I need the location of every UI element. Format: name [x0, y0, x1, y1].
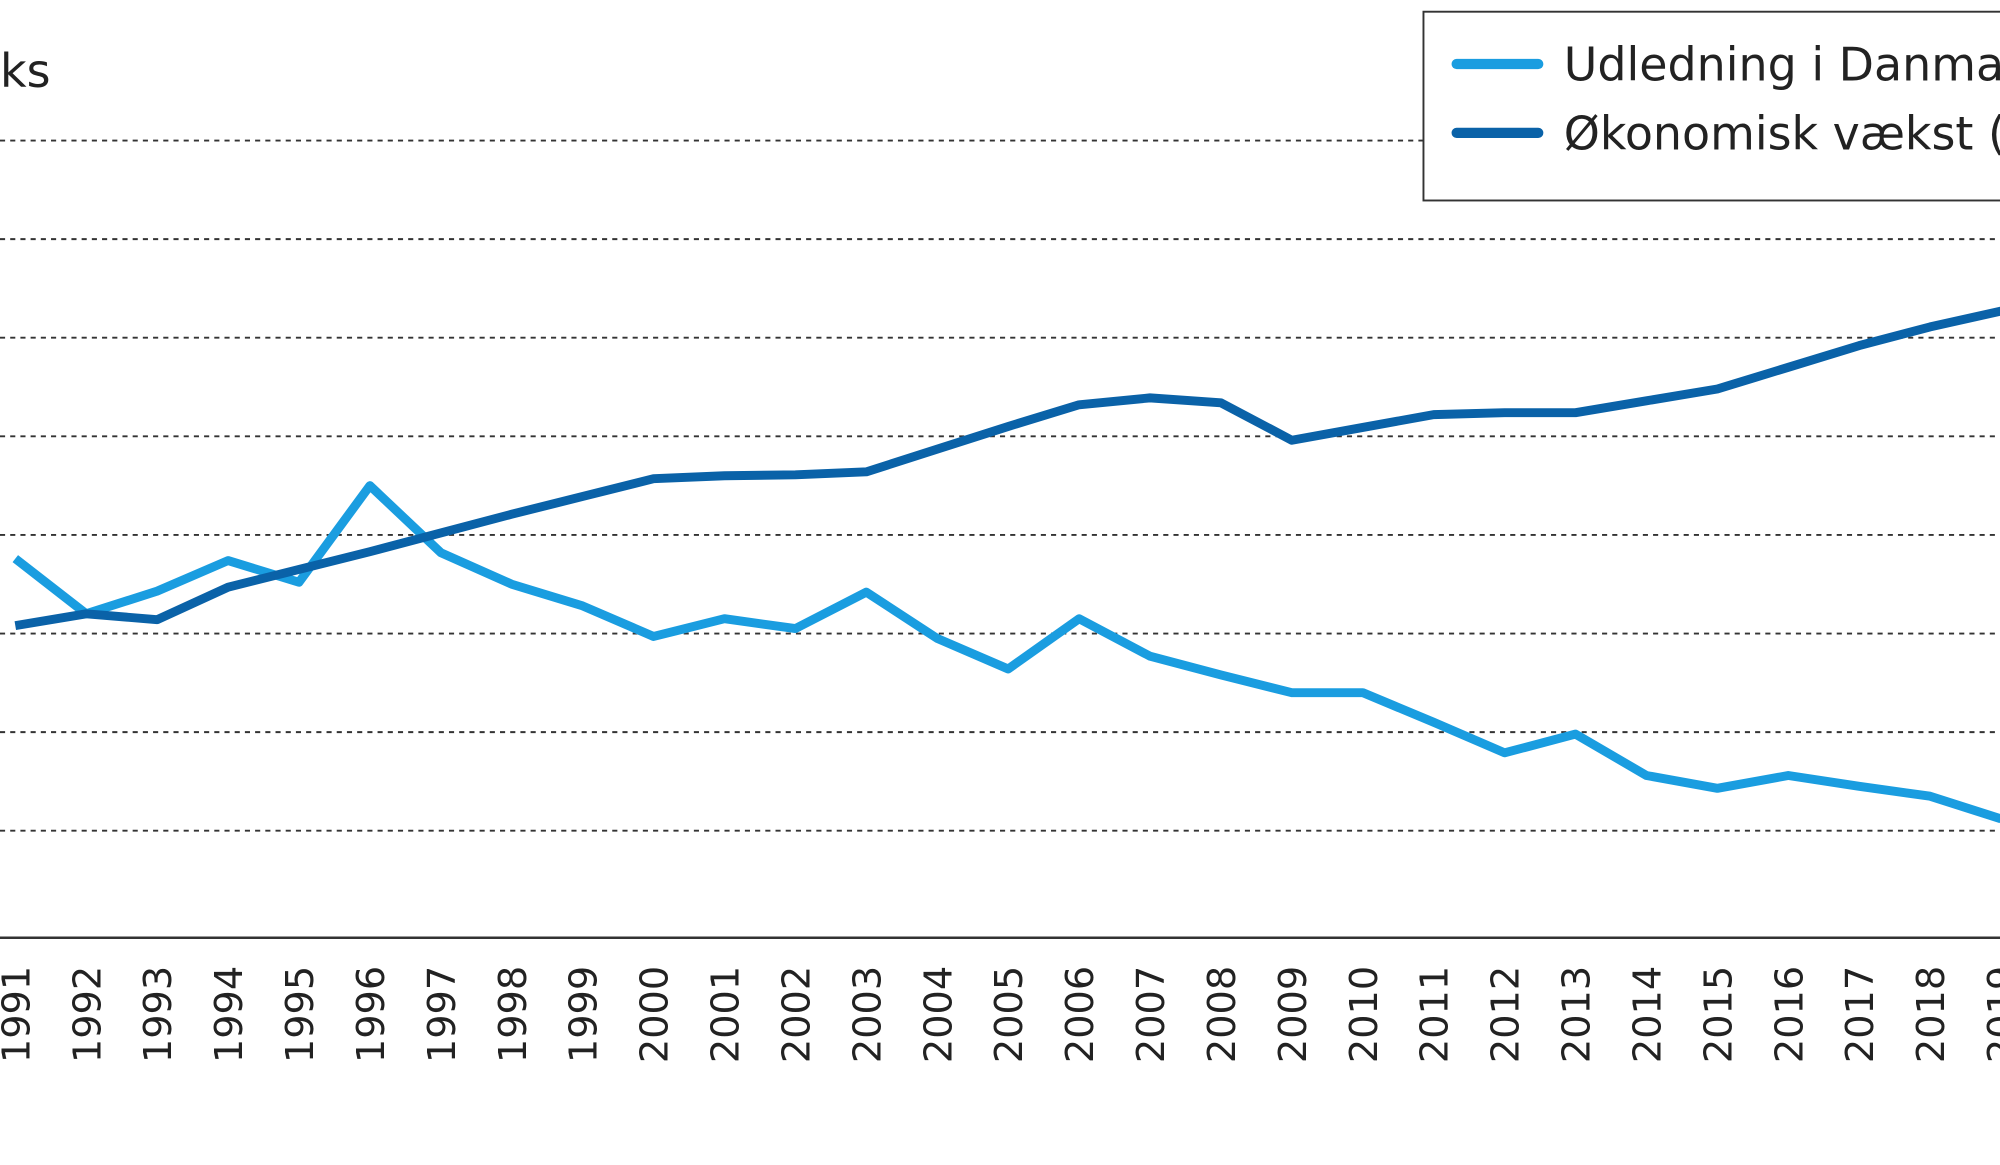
legend-box	[1422, 10, 2000, 202]
x-tick-label: 2014	[1625, 966, 1670, 1063]
legend-label: Økonomisk vækst (	[1564, 106, 2000, 160]
x-tick-label: 2000	[633, 966, 678, 1063]
x-tick-label: 1997	[420, 966, 465, 1063]
x-tick-label: 2011	[1413, 966, 1458, 1063]
x-tick-label: 2019	[1980, 966, 2000, 1063]
x-tick-label: 2006	[1058, 966, 1103, 1063]
x-tick-label: 2013	[1555, 966, 1600, 1063]
series-line	[14, 306, 2000, 631]
x-tick-label: 1991	[0, 966, 39, 1063]
x-tick-label: 2005	[987, 966, 1032, 1063]
x-tick-label: 2012	[1484, 966, 1529, 1063]
x-tick-label: 2003	[845, 966, 890, 1063]
x-tick-label: 1996	[349, 966, 394, 1063]
x-tick-label: 1992	[65, 966, 110, 1063]
x-tick-label: 2008	[1200, 966, 1245, 1063]
series-line	[12, 481, 2000, 824]
x-tick-label: 2002	[774, 966, 819, 1063]
y-axis-label: ks	[0, 44, 51, 98]
x-tick-label: 2015	[1696, 966, 1741, 1063]
x-tick-label: 1993	[136, 966, 181, 1063]
legend-label: Udledning i Danmar	[1564, 38, 2000, 92]
x-tick-label: 2007	[1129, 966, 1174, 1063]
x-tick-label: 2009	[1271, 966, 1316, 1063]
x-tick-label: 2010	[1342, 966, 1387, 1063]
x-tick-label: 2017	[1838, 966, 1883, 1063]
x-tick-label: 1994	[207, 966, 252, 1063]
x-tick-label: 1998	[491, 966, 536, 1063]
x-tick-label: 2004	[916, 966, 961, 1063]
x-tick-label: 2018	[1909, 966, 1954, 1063]
x-tick-label: 1999	[562, 966, 607, 1063]
x-tick-label: 1995	[278, 966, 323, 1063]
x-tick-label: 2001	[704, 966, 749, 1063]
x-tick-label: 2016	[1767, 966, 1812, 1063]
